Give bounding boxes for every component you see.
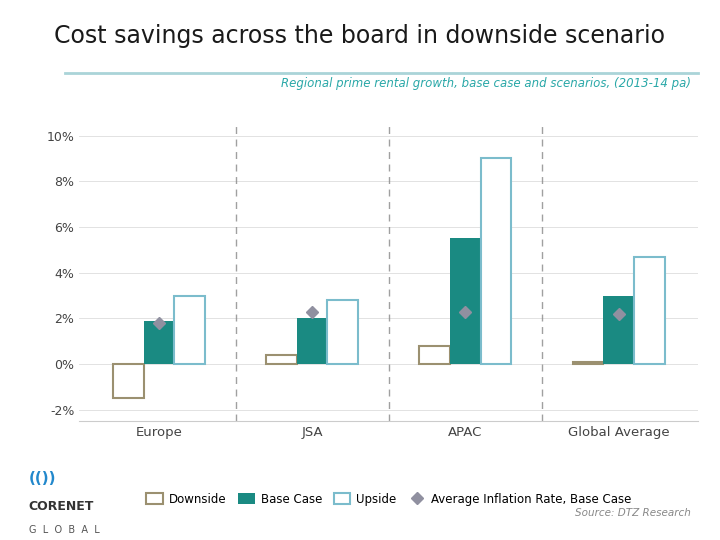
Text: (()): (()) bbox=[29, 471, 56, 486]
Bar bbox=[420, 346, 450, 364]
Bar bbox=[634, 256, 665, 364]
Text: CORENET: CORENET bbox=[29, 500, 94, 513]
Bar bbox=[266, 355, 297, 364]
Bar bbox=[143, 321, 174, 364]
Bar bbox=[113, 364, 143, 399]
Bar bbox=[174, 295, 205, 364]
Legend: Downside, Base Case, Upside, Average Inflation Rate, Base Case: Downside, Base Case, Upside, Average Inf… bbox=[142, 488, 636, 510]
Text: Source: DTZ Research: Source: DTZ Research bbox=[575, 508, 691, 518]
Bar bbox=[297, 319, 328, 364]
Bar bbox=[328, 300, 358, 364]
Text: Regional prime rental growth, base case and scenarios, (2013-14 pa): Regional prime rental growth, base case … bbox=[282, 77, 691, 90]
Text: G  L  O  B  A  L: G L O B A L bbox=[29, 524, 99, 535]
Bar bbox=[572, 362, 603, 364]
Text: Cost savings across the board in downside scenario: Cost savings across the board in downsid… bbox=[55, 24, 665, 48]
Bar bbox=[450, 239, 481, 364]
Bar bbox=[603, 295, 634, 364]
Bar bbox=[481, 158, 511, 364]
